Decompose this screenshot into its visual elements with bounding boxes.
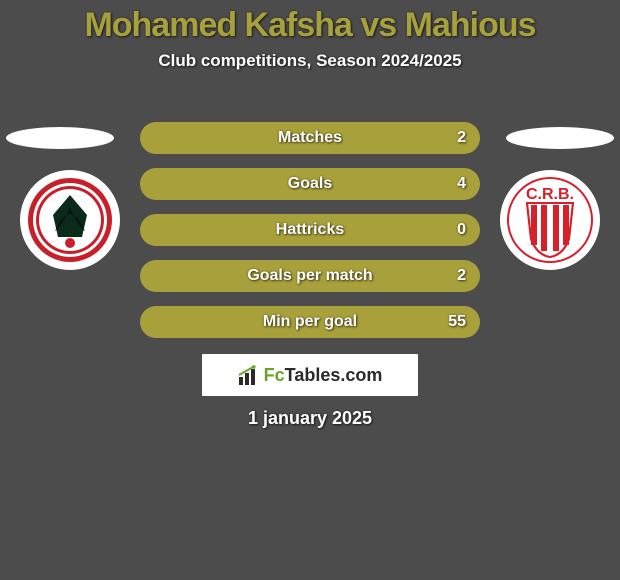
brand-suffix: .com (340, 365, 382, 385)
stat-pill-label: Min per goal (263, 313, 357, 331)
stat-pill: Hattricks 0 (140, 214, 480, 246)
stat-pill-value: 0 (457, 221, 466, 239)
stat-pill: Matches 2 (140, 122, 480, 154)
date-text: 1 january 2025 (0, 408, 620, 429)
bars-icon (238, 364, 260, 386)
brand-main: Tables (285, 365, 341, 385)
stat-pill: Goals per match 2 (140, 260, 480, 292)
al-ahly-crest-icon (27, 177, 113, 263)
stat-pill-label: Matches (278, 129, 342, 147)
stat-pill-label: Hattricks (276, 221, 344, 239)
stat-pill-label: Goals per match (247, 267, 372, 285)
brand-text: FcTables.com (264, 365, 383, 386)
stat-pill-value: 55 (448, 313, 466, 331)
right-club-badge: C.R.B. (500, 170, 600, 270)
crb-crest-icon: C.R.B. (507, 177, 593, 263)
stat-pill-value: 4 (457, 175, 466, 193)
brand-box: FcTables.com (202, 354, 418, 396)
stat-pill: Goals 4 (140, 168, 480, 200)
stat-pill-value: 2 (457, 129, 466, 147)
left-club-badge (20, 170, 120, 270)
stats-pill-list: Matches 2 Goals 4 Hattricks 0 Goals per match 2… (140, 122, 480, 352)
left-ellipse (6, 127, 114, 149)
page-title: Mohamed Kafsha vs Mahious (0, 0, 620, 45)
brand-prefix: Fc (264, 365, 285, 385)
stat-pill-value: 2 (457, 267, 466, 285)
stat-pill-label: Goals (288, 175, 332, 193)
right-ellipse (506, 127, 614, 149)
svg-text:C.R.B.: C.R.B. (526, 186, 574, 203)
stat-pill: Min per goal 55 (140, 306, 480, 338)
subtitle: Club competitions, Season 2024/2025 (0, 51, 620, 71)
